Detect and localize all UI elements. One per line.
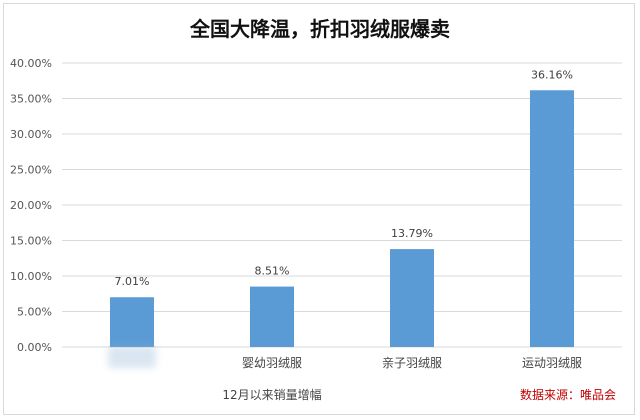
data-label: 7.01% xyxy=(115,275,150,288)
x-category-label: 运动羽绒服 xyxy=(522,356,582,370)
y-tick-label: 20.00% xyxy=(10,199,52,212)
y-tick-label: 30.00% xyxy=(10,128,52,141)
bars: 7.01% 8.51% 13.79% 36.16% xyxy=(110,68,574,347)
blurred-category-label xyxy=(108,346,156,368)
y-tick-label: 5.00% xyxy=(17,306,52,319)
gridlines xyxy=(62,62,622,348)
bar xyxy=(110,297,154,347)
chart-frame xyxy=(3,3,635,415)
x-axis-categories: 婴幼羽绒服 亲子羽绒服 运动羽绒服 xyxy=(242,356,582,370)
y-axis-ticks: 0.00% 5.00% 10.00% 15.00% 20.00% 25.00% 30.00%… xyxy=(10,57,52,354)
source-note: 数据来源：唯品会 xyxy=(520,387,616,402)
x-category-label: 亲子羽绒服 xyxy=(382,356,442,370)
y-tick-label: 35.00% xyxy=(10,93,52,106)
bar xyxy=(390,249,434,347)
y-tick-label: 10.00% xyxy=(10,270,52,283)
y-tick-label: 0.00% xyxy=(17,341,52,354)
chart-title: 全国大降温，折扣羽绒服爆卖 xyxy=(189,17,450,41)
bar xyxy=(530,90,574,347)
y-tick-label: 40.00% xyxy=(10,57,52,70)
y-tick-label: 25.00% xyxy=(10,164,52,177)
x-axis-title: 12月以来销量增幅 xyxy=(222,387,321,402)
y-tick-label: 15.00% xyxy=(10,235,52,248)
data-label: 36.16% xyxy=(531,68,573,81)
bar xyxy=(250,286,294,347)
data-label: 8.51% xyxy=(255,265,290,278)
x-category-label: 婴幼羽绒服 xyxy=(242,356,302,370)
data-label: 13.79% xyxy=(391,227,433,240)
